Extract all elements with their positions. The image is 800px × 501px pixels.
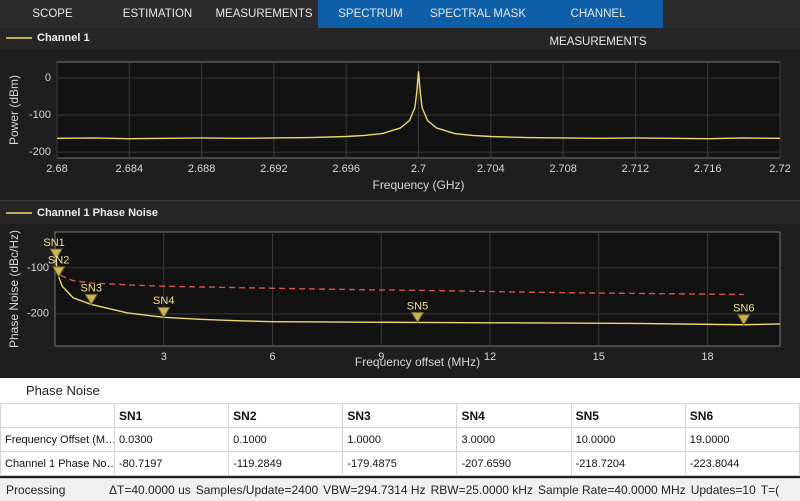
marker bbox=[736, 314, 751, 326]
status-item: RBW=25.0000 kHz bbox=[430, 483, 533, 497]
x-tick-label: 3 bbox=[161, 351, 167, 363]
series-line bbox=[56, 71, 781, 140]
x-tick-label: 2.704 bbox=[477, 163, 505, 175]
marker-label: SN4 bbox=[153, 295, 174, 307]
x-tick-label: 2.696 bbox=[332, 163, 360, 175]
y-tick-label: -100 bbox=[27, 262, 49, 274]
measurement-table: SN1 SN2 SN3 SN4 SN5 SN6 Frequency Offset (M… 0.… bbox=[0, 403, 800, 476]
charts: 2.68 2.684 2.688 2.692 2.696 2.7 2.704 2.708 2.7… bbox=[0, 28, 800, 370]
y-tick-label: -200 bbox=[27, 308, 49, 320]
status-item: Updates=10 bbox=[690, 483, 756, 497]
corner-cell bbox=[0, 403, 115, 428]
tab[interactable]: ESTIMATION bbox=[122, 8, 193, 20]
x-tick-label: 9 bbox=[378, 351, 384, 363]
series-line bbox=[55, 258, 781, 326]
x-tick-label: 2.7 bbox=[411, 163, 426, 175]
marker bbox=[156, 306, 171, 319]
row-label: Channel 1 Phase No… bbox=[0, 451, 115, 476]
cell: -80.7197 bbox=[113, 451, 230, 476]
marker bbox=[410, 311, 425, 324]
cell: -218.7204 bbox=[570, 451, 686, 476]
series-line bbox=[60, 274, 744, 296]
y-tick-label: -200 bbox=[29, 146, 51, 158]
x-tick-label: 15 bbox=[593, 351, 605, 363]
plot-area bbox=[54, 231, 781, 347]
marker-label: SN2 bbox=[48, 255, 69, 267]
y-axis-label: Power (dBm) bbox=[7, 75, 21, 145]
toolstrip: SCOPE ESTIMATION MEASUREMENTS SPECTRUM SPECT… bbox=[0, 0, 800, 48]
marker bbox=[51, 266, 66, 278]
marker-label: SN1 bbox=[43, 237, 64, 249]
x-tick-label: 2.72 bbox=[769, 163, 790, 175]
status-item: VBW=294.7314 Hz bbox=[323, 483, 426, 497]
status-bar: Processing ΔT=40.0000 us Samples/Update=24… bbox=[0, 478, 800, 501]
x-tick-label: 18 bbox=[701, 351, 713, 363]
tab[interactable]: SPECTRAL MASK bbox=[423, 0, 533, 28]
table-row: Frequency Offset (M… 0.0300 0.1000 1.0000 3.… bbox=[0, 427, 800, 452]
cell: -207.6590 bbox=[456, 451, 572, 476]
y-tick-label: 0 bbox=[45, 72, 51, 84]
status-item: Samples/Update=2400 bbox=[195, 483, 319, 497]
marker-label: SN6 bbox=[733, 303, 754, 315]
status-state: Processing bbox=[6, 483, 66, 497]
panel-title: Phase Noise bbox=[0, 378, 800, 404]
cell: 1.0000 bbox=[342, 427, 458, 452]
column-header: SN6 bbox=[684, 403, 800, 428]
cell: -179.4875 bbox=[342, 451, 458, 476]
marker bbox=[84, 293, 99, 306]
x-tick-label: 2.684 bbox=[116, 163, 144, 175]
y-tick-label: -100 bbox=[29, 109, 51, 121]
status-item: Sample Rate=40.0000 MHz bbox=[537, 483, 686, 497]
x-axis-label: Frequency offset (MHz) bbox=[355, 355, 480, 369]
table-row: Channel 1 Phase No… -80.7197 -119.2849 -179… bbox=[0, 451, 800, 476]
tab[interactable]: MEASUREMENTS bbox=[215, 8, 313, 20]
row-label: Frequency Offset (M… bbox=[0, 427, 115, 452]
x-tick-label: 2.712 bbox=[622, 163, 650, 175]
column-header: SN1 bbox=[113, 403, 230, 428]
x-tick-label: 6 bbox=[269, 351, 275, 363]
cell: 10.0000 bbox=[570, 427, 686, 452]
status-item: T=( bbox=[760, 483, 780, 497]
legend-label: Channel 1 bbox=[37, 32, 90, 44]
column-header: SN2 bbox=[228, 403, 344, 428]
cell: 3.0000 bbox=[456, 427, 572, 452]
x-tick-label: 2.708 bbox=[549, 163, 577, 175]
column-header: SN4 bbox=[456, 403, 572, 428]
marker bbox=[49, 248, 63, 260]
x-tick-label: 2.716 bbox=[694, 163, 722, 175]
cell: -119.2849 bbox=[228, 451, 344, 476]
marker-label: SN5 bbox=[407, 300, 428, 312]
marker-label: SN3 bbox=[81, 282, 102, 294]
x-tick-label: 2.68 bbox=[46, 163, 67, 175]
x-axis-label: Frequency (GHz) bbox=[372, 178, 464, 192]
tab[interactable]: SPECTRUM bbox=[318, 0, 423, 28]
x-tick-label: 12 bbox=[484, 351, 496, 363]
tab[interactable]: CHANNEL MEASUREMENTS bbox=[533, 0, 663, 48]
cell: -223.8044 bbox=[684, 451, 800, 476]
cell: 0.0300 bbox=[113, 427, 230, 452]
legend-band bbox=[0, 203, 800, 224]
status-item: ΔT=40.0000 us bbox=[109, 483, 191, 497]
tab[interactable]: SCOPE bbox=[32, 8, 73, 20]
x-tick-label: 2.688 bbox=[188, 163, 216, 175]
column-header: SN5 bbox=[570, 403, 686, 428]
cell: 0.1000 bbox=[228, 427, 344, 452]
x-tick-label: 2.692 bbox=[260, 163, 288, 175]
legend-label: Channel 1 Phase Noise bbox=[37, 207, 158, 219]
legend-band bbox=[0, 28, 800, 50]
y-axis-label: Phase Noise (dBc/Hz) bbox=[7, 230, 21, 348]
column-header: SN3 bbox=[342, 403, 458, 428]
cell: 19.0000 bbox=[684, 427, 800, 452]
